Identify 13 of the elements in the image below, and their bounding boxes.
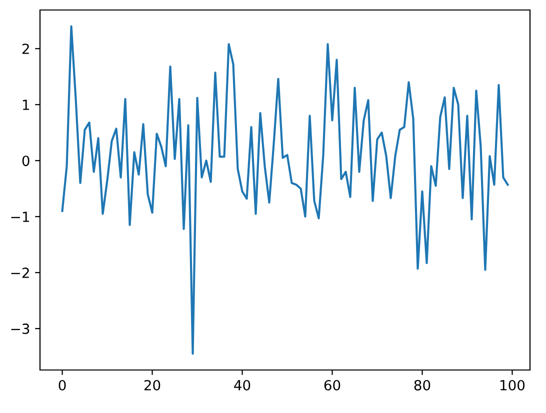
y-tick-label: −1: [11, 212, 29, 222]
x-tick-label: 0: [58, 380, 66, 390]
y-tick-label: 2: [22, 44, 29, 54]
y-tick-label: −3: [11, 324, 30, 334]
y-tick-label: −2: [11, 268, 29, 278]
x-tick-label: 20: [144, 380, 160, 390]
y-tick-label: 0: [22, 156, 30, 166]
x-tick-label: 60: [324, 380, 340, 390]
x-tick-label: 80: [414, 380, 430, 390]
x-tick-label: 100: [500, 380, 525, 390]
x-tick-label: 40: [234, 380, 250, 390]
y-tick-label: 1: [22, 100, 29, 110]
line-series: [61, 25, 509, 355]
